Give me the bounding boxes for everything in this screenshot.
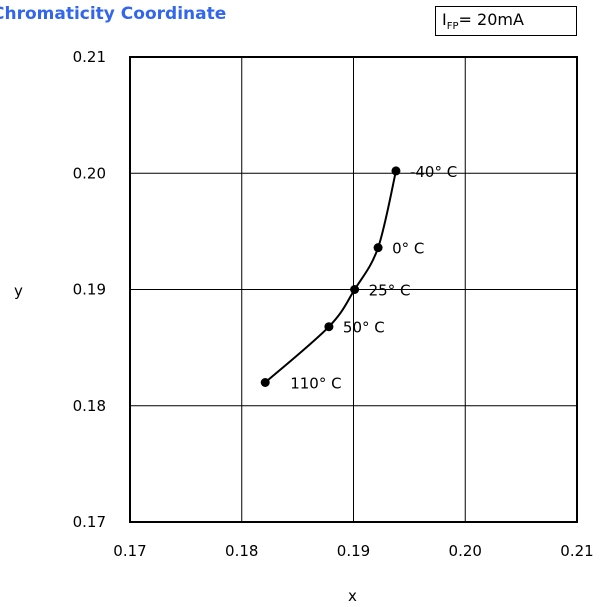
data-point <box>350 285 360 294</box>
x-tick-label: 0.17 <box>113 542 146 560</box>
y-tick-label: 0.20 <box>73 164 106 182</box>
data-point <box>373 243 383 253</box>
condition-box: IFP= 20mA <box>435 6 577 36</box>
series-line <box>264 170 397 384</box>
condition-subscript: FP <box>446 21 459 33</box>
x-tick-label: 0.20 <box>449 542 482 560</box>
y-tick-label: 0.17 <box>73 513 106 531</box>
chart-title: Chromaticity Coordinate <box>0 4 227 24</box>
x-axis-title: x <box>348 587 357 605</box>
data-label: 110° C <box>290 375 341 393</box>
data-label: 0° C <box>392 240 424 258</box>
y-tick-label: 0.18 <box>73 397 106 415</box>
data-point <box>260 378 270 387</box>
plot-frame <box>129 56 578 523</box>
data-point <box>391 166 401 176</box>
data-label: 25° C <box>369 282 411 300</box>
y-tick-label: 0.19 <box>73 281 106 299</box>
y-tick-label: 0.21 <box>73 48 106 66</box>
x-tick-label: 0.21 <box>560 542 593 560</box>
y-axis-title: y <box>14 282 23 300</box>
x-tick-label: 0.18 <box>225 542 258 560</box>
condition-symbol: I <box>442 10 447 29</box>
data-label: 50° C <box>343 319 385 337</box>
x-tick-label: 0.19 <box>337 542 370 560</box>
condition-value: = 20mA <box>458 10 524 29</box>
data-point <box>324 322 334 332</box>
data-label: -40° C <box>410 163 457 181</box>
